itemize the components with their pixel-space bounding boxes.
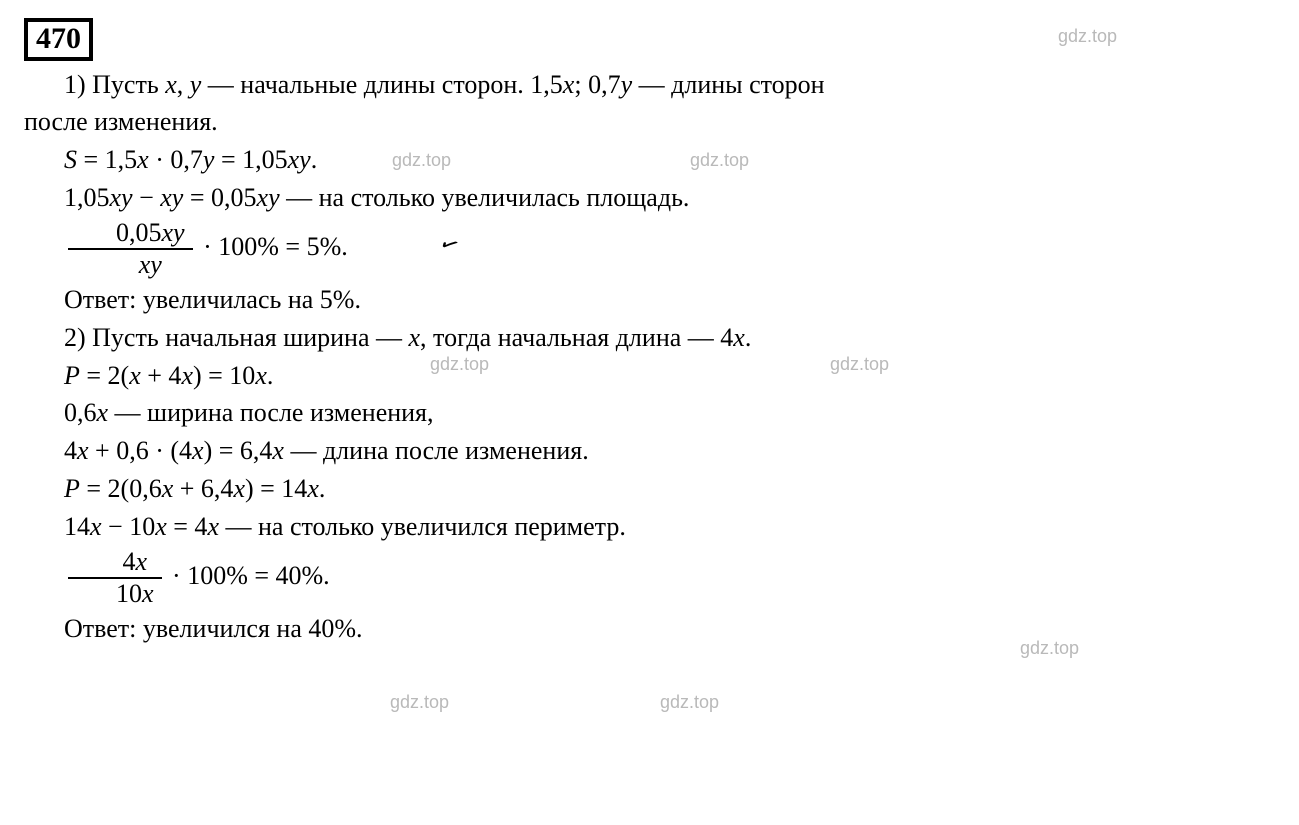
- text: ) = 14: [245, 474, 307, 503]
- text: + 4: [141, 361, 182, 390]
- text: — на столько увеличился периметр.: [219, 512, 626, 541]
- text: = 1,05: [214, 145, 287, 174]
- var-x: x: [77, 436, 89, 465]
- p1-frac: 0,05xy xy · 100% = 5%.: [24, 218, 1275, 280]
- var-xy: xy: [257, 183, 280, 212]
- watermark: gdz.top: [1058, 24, 1117, 49]
- text: · 100% = 40%.: [166, 561, 330, 590]
- denominator: xy: [68, 250, 193, 280]
- text: · 100% = 5%.: [197, 232, 348, 261]
- var-x: x: [155, 512, 167, 541]
- p2-frac: 4x 10x · 100% = 40%.: [24, 547, 1275, 609]
- watermark: gdz.top: [390, 690, 449, 715]
- p1-setup-line1: 1) Пусть x, y — начальные длины сторон. …: [24, 67, 1275, 103]
- text: 0,05: [116, 218, 162, 247]
- text: — длина после изменения.: [284, 436, 589, 465]
- var-x: x: [137, 145, 149, 174]
- var-xy: xy: [110, 183, 133, 212]
- fraction: 0,05xy xy: [68, 218, 193, 280]
- var-P: P: [64, 361, 80, 390]
- text: + 0,6 · (4: [89, 436, 192, 465]
- text: ,: [177, 70, 190, 99]
- p2-eq4: P = 2(0,6x + 6,4x) = 14x.: [24, 471, 1275, 507]
- text: — на столько увеличилась площадь.: [280, 183, 690, 212]
- text: , тогда начальная длина — 4: [420, 323, 733, 352]
- var-x: x: [136, 547, 148, 576]
- var-xy: xy: [139, 250, 162, 279]
- var-x: x: [192, 436, 204, 465]
- var-x: x: [97, 398, 109, 427]
- var-x: x: [129, 361, 141, 390]
- text: ) = 6,4: [204, 436, 273, 465]
- p2-eq1: P = 2(x + 4x) = 10x.: [24, 358, 1275, 394]
- text: .: [267, 361, 274, 390]
- var-x: x: [165, 70, 177, 99]
- text: .: [311, 145, 318, 174]
- fraction: 4x 10x: [68, 547, 162, 609]
- var-y: y: [621, 70, 633, 99]
- var-x: x: [90, 512, 102, 541]
- text: 10: [116, 579, 142, 608]
- var-x: x: [142, 579, 154, 608]
- p1-eq1: S = 1,5x · 0,7y = 1,05xy.: [24, 142, 1275, 178]
- var-x: x: [409, 323, 421, 352]
- watermark: gdz.top: [660, 690, 719, 715]
- text: 4: [123, 547, 136, 576]
- p2-eq5: 14x − 10x = 4x — на столько увеличился п…: [24, 509, 1275, 545]
- text: = 4: [167, 512, 208, 541]
- text: = 1,5: [77, 145, 137, 174]
- text: = 2(: [80, 361, 129, 390]
- var-x: x: [207, 512, 219, 541]
- text: ) = 10: [193, 361, 255, 390]
- denominator: 10x: [68, 579, 162, 609]
- var-xy: xy: [288, 145, 311, 174]
- var-x: x: [181, 361, 193, 390]
- var-x: x: [162, 474, 174, 503]
- text: · 0,7: [149, 145, 203, 174]
- problem-number: 470: [24, 18, 93, 61]
- text: 2) Пусть начальная ширина —: [64, 323, 409, 352]
- var-y: y: [203, 145, 215, 174]
- text: 0,6: [64, 398, 97, 427]
- p1-setup-line2: после изменения.: [24, 104, 1275, 140]
- p2-answer: Ответ: увеличился на 40%.: [24, 611, 1275, 647]
- var-xy: xy: [162, 218, 185, 247]
- text: −: [133, 183, 161, 212]
- text: − 10: [102, 512, 156, 541]
- var-x: x: [733, 323, 745, 352]
- text: ; 0,7: [574, 70, 620, 99]
- text: 4: [64, 436, 77, 465]
- var-x: x: [307, 474, 319, 503]
- p1-answer: Ответ: увеличилась на 5%.: [24, 282, 1275, 318]
- text: — длины сторон: [632, 70, 824, 99]
- var-P: P: [64, 474, 80, 503]
- p2-eq3: 4x + 0,6 · (4x) = 6,4x — длина после изм…: [24, 433, 1275, 469]
- text: — ширина после изменения,: [108, 398, 433, 427]
- text: — начальные длины сторон. 1,5: [201, 70, 563, 99]
- text: .: [745, 323, 752, 352]
- var-x: x: [563, 70, 575, 99]
- text: 14: [64, 512, 90, 541]
- p2-setup: 2) Пусть начальная ширина — x, тогда нач…: [24, 320, 1275, 356]
- var-x: x: [255, 361, 267, 390]
- numerator: 4x: [68, 547, 162, 579]
- var-y: y: [190, 70, 202, 99]
- numerator: 0,05xy: [68, 218, 193, 250]
- text: .: [319, 474, 326, 503]
- p2-eq2: 0,6x — ширина после изменения,: [24, 395, 1275, 431]
- text: = 2(0,6: [80, 474, 162, 503]
- var-x: x: [233, 474, 245, 503]
- var-x: x: [272, 436, 284, 465]
- text: 1) Пусть: [64, 70, 165, 99]
- text: = 0,05: [183, 183, 256, 212]
- var-S: S: [64, 145, 77, 174]
- text: 1,05: [64, 183, 110, 212]
- var-xy: xy: [160, 183, 183, 212]
- text: + 6,4: [173, 474, 233, 503]
- p1-eq2: 1,05xy − xy = 0,05xy — на столько увелич…: [24, 180, 1275, 216]
